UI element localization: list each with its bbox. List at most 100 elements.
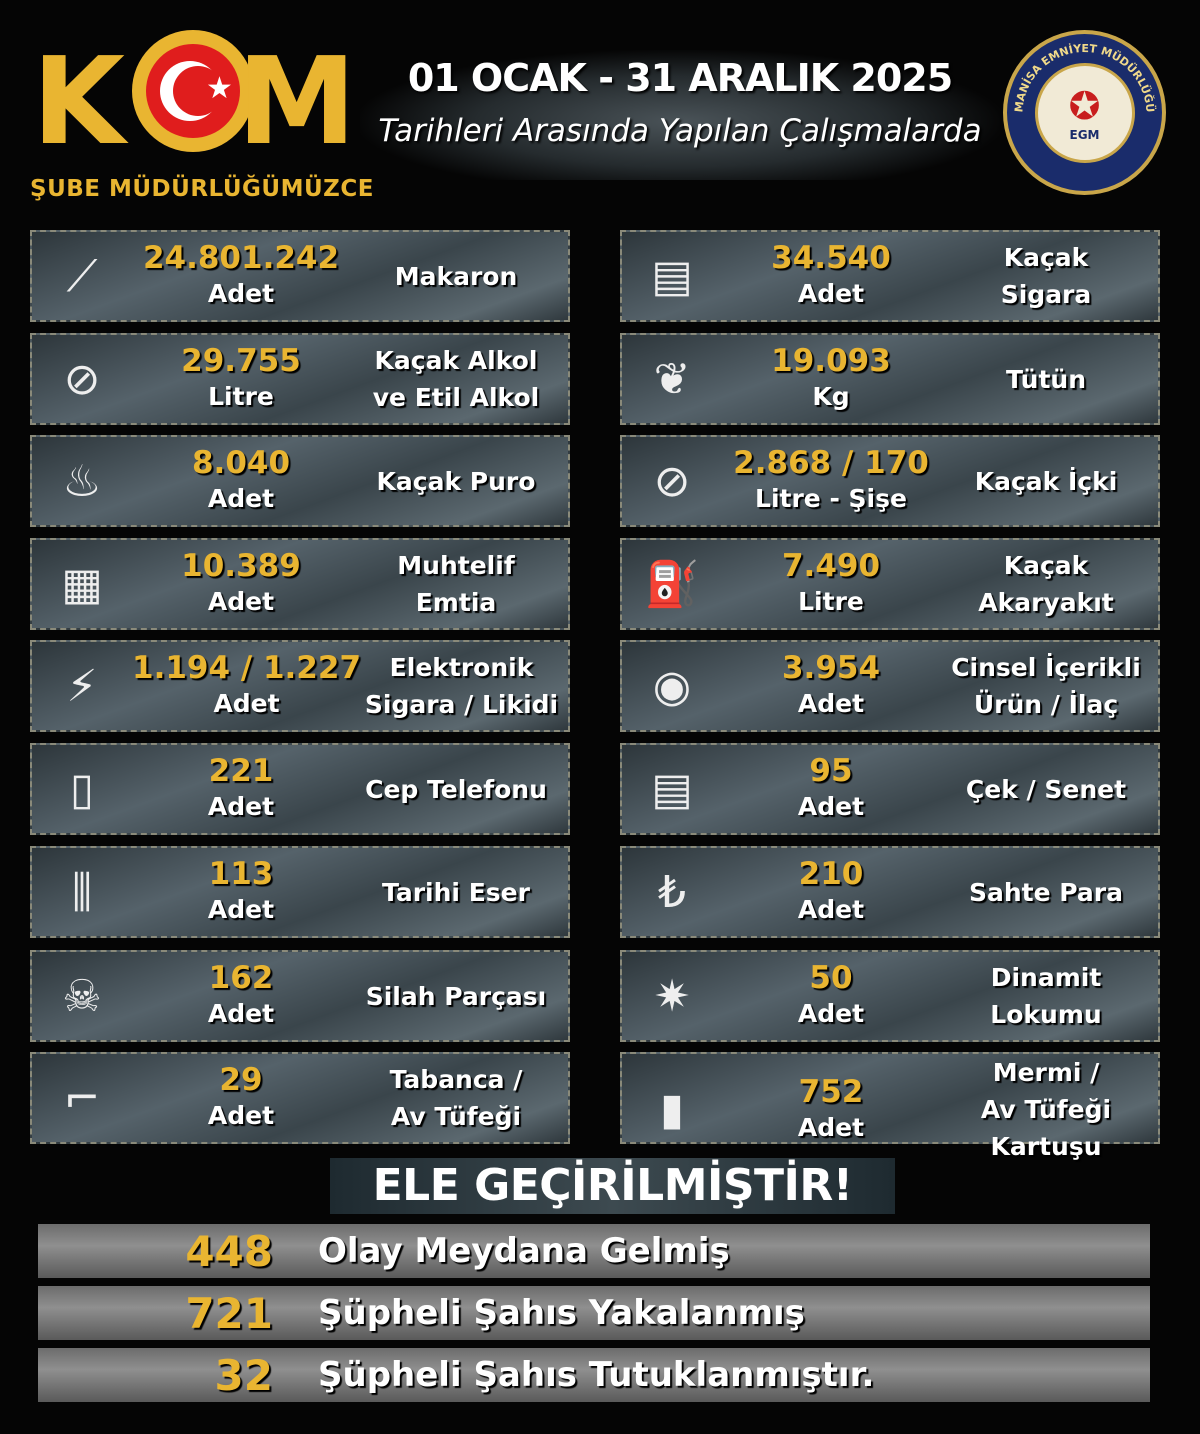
seizure-unit: Litre - Şişe xyxy=(755,484,907,513)
summary-text: Olay Meydana Gelmiş xyxy=(318,1231,730,1271)
seizure-card: ♨ 8.040 Adet Kaçak Puro xyxy=(30,435,570,527)
seized-title: ELE GEÇİRİLMİŞTİR! xyxy=(330,1158,895,1214)
summary-row: 448 Olay Meydana Gelmiş xyxy=(38,1224,1150,1278)
summary-text: Şüpheli Şahıs Tutuklanmıştır. xyxy=(318,1355,875,1395)
seizure-card: ⊘ 2.868 / 170 Litre - Şişe Kaçak İçki xyxy=(620,435,1160,527)
dynamite-icon: ✷ xyxy=(653,970,691,1022)
pills-icon: ◉ xyxy=(652,660,692,712)
seizure-value: 1.194 / 1.227 xyxy=(132,650,362,686)
seizure-value: 113 xyxy=(208,856,274,892)
subtitle: Tarihleri Arasında Yapılan Çalışmalarda xyxy=(378,113,982,149)
badge-abbr: EGM xyxy=(1069,127,1100,142)
cigarette-tubes-icon: ⟋ xyxy=(66,250,98,302)
seizure-value: 8.040 xyxy=(191,445,291,481)
summary-row: 721 Şüpheli Şahıs Yakalanmış xyxy=(38,1286,1150,1340)
seizure-value: 24.801.242 xyxy=(142,240,340,276)
seizure-card: ◉ 3.954 Adet Cinsel İçerikli Ürün / İlaç xyxy=(620,640,1160,732)
seizure-card: ₺ 210 Adet Sahte Para xyxy=(620,846,1160,938)
seizure-value: 3.954 xyxy=(781,650,881,686)
seizure-label: Dinamit Lokumu xyxy=(990,963,1102,1029)
seizure-unit: Adet xyxy=(207,792,275,821)
summary-value: 448 xyxy=(185,1226,273,1276)
seizure-unit: Adet xyxy=(797,689,865,718)
phone-icon: ▯ xyxy=(69,763,95,815)
seizure-card: ☠ 162 Adet Silah Parçası xyxy=(30,950,570,1042)
seizure-card: ❦ 19.093 Kg Tütün xyxy=(620,333,1160,425)
seizure-card: ▤ 34.540 Adet Kaçak Sigara xyxy=(620,230,1160,322)
seizure-label: Tabanca / Av Tüfeği xyxy=(389,1065,523,1131)
no-alcohol-icon: ⊘ xyxy=(63,353,101,405)
seizure-value: 2.868 / 170 xyxy=(733,445,929,481)
seizure-unit: Adet xyxy=(797,1112,865,1142)
column-icon: ⫼ xyxy=(71,866,93,918)
seizure-value: 29.755 xyxy=(181,343,301,379)
seizure-value: 7.490 xyxy=(781,548,881,584)
summary-text: Şüpheli Şahıs Yakalanmış xyxy=(318,1293,805,1333)
seizure-label: Tütün xyxy=(1005,364,1087,394)
seizure-label: Kaçak İçki xyxy=(974,466,1118,496)
seizure-label: Kaçak Sigara xyxy=(1000,243,1092,309)
seizure-label: Cinsel İçerikli Ürün / İlaç xyxy=(951,653,1141,719)
seizure-card: ⟋ 24.801.242 Adet Makaron xyxy=(30,230,570,322)
summary-value: 32 xyxy=(214,1350,273,1400)
seizure-unit: Adet xyxy=(207,279,275,308)
seizure-unit: Adet xyxy=(797,792,865,821)
seizure-unit: Adet xyxy=(207,484,275,513)
seizure-card: ⚡ 1.194 / 1.227 Adet Elektronik Sigara /… xyxy=(30,640,570,732)
seizure-label: Kaçak Alkol ve Etil Alkol xyxy=(372,346,540,412)
logo-subtitle: ŞUBE MÜDÜRLÜĞÜMÜZCE xyxy=(30,176,374,202)
seizure-unit: Litre xyxy=(798,587,864,616)
seizure-unit: Kg xyxy=(812,382,850,411)
seizure-unit: Adet xyxy=(213,689,280,718)
document-icon: ▤ xyxy=(651,763,693,815)
seizure-label: Çek / Senet xyxy=(965,774,1127,804)
fuel-pump-icon: ⛽ xyxy=(644,559,700,610)
date-range: 01 OCAK - 31 ARALIK 2025 xyxy=(407,56,953,100)
turkish-flag-icon: ★ xyxy=(132,30,254,152)
tobacco-leaf-icon: ❦ xyxy=(653,353,691,405)
seizure-label: Tarihi Eser xyxy=(382,877,530,907)
seizure-unit: Adet xyxy=(207,895,275,924)
goods-icon: ▦ xyxy=(61,558,103,610)
seizure-unit: Adet xyxy=(797,895,865,924)
no-alcohol-icon: ⊘ xyxy=(653,455,691,507)
seizure-value: 34.540 xyxy=(771,240,891,276)
lira-icon: ₺ xyxy=(658,866,686,918)
seizure-label: Elektronik Sigara / Likidi xyxy=(364,653,559,719)
seizure-card: ⫼ 113 Adet Tarihi Eser xyxy=(30,846,570,938)
kom-logo: K ★ M xyxy=(32,30,356,163)
cigar-icon: ♨ xyxy=(62,455,102,507)
seizure-card: ✷ 50 Adet Dinamit Lokumu xyxy=(620,950,1160,1042)
seizure-label: Kaçak Puro xyxy=(376,466,536,496)
seizure-card: ⌐ 29 Adet Tabanca / Av Tüfeği xyxy=(30,1052,570,1144)
bullet-icon: ▮ xyxy=(659,1084,685,1135)
seizure-value: 752 xyxy=(798,1073,864,1110)
cigarette-pack-icon: ▤ xyxy=(651,250,693,302)
seizure-value: 162 xyxy=(208,960,274,996)
summary-value: 721 xyxy=(185,1288,273,1338)
police-star-icon: ✪ xyxy=(1068,83,1101,128)
header: K ★ M ŞUBE MÜDÜRLÜĞÜMÜZCE 01 OCAK - 31 A… xyxy=(0,0,1200,220)
seizure-label: Sahte Para xyxy=(968,877,1123,907)
seizure-card: ▤ 95 Adet Çek / Senet xyxy=(620,743,1160,835)
seizure-unit: Adet xyxy=(207,1101,275,1130)
seizure-value: 50 xyxy=(809,960,853,996)
seizure-card: ⊘ 29.755 Litre Kaçak Alkol ve Etil Alkol xyxy=(30,333,570,425)
summary-row: 32 Şüpheli Şahıs Tutuklanmıştır. xyxy=(38,1348,1150,1402)
seizure-label: Makaron xyxy=(394,261,518,291)
seizure-value: 95 xyxy=(809,753,853,789)
seizure-label: Kaçak Akaryakıt xyxy=(978,551,1114,617)
brush-background xyxy=(360,50,1000,180)
seizure-label: Muhtelif Emtia xyxy=(397,551,515,617)
gun-parts-icon: ☠ xyxy=(62,970,102,1022)
e-cigarette-icon: ⚡ xyxy=(66,660,98,712)
seizure-unit: Adet xyxy=(207,999,275,1028)
rifle-pistol-icon: ⌐ xyxy=(63,1072,101,1124)
seizure-value: 210 xyxy=(798,856,864,892)
seizure-value: 19.093 xyxy=(771,343,891,379)
seizure-unit: Litre xyxy=(208,382,274,411)
seizure-card: ▦ 10.389 Adet Muhtelif Emtia xyxy=(30,538,570,630)
seizure-unit: Adet xyxy=(207,587,275,616)
seizure-unit: Adet xyxy=(797,279,865,308)
seizure-value: 29 xyxy=(219,1062,263,1098)
